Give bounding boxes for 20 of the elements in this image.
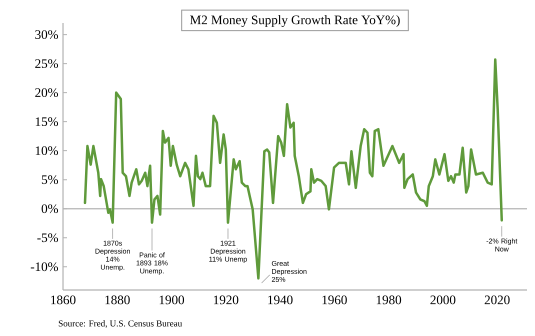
x-tick-label: 1920 [214, 296, 238, 304]
y-tick-label: 25% [35, 59, 58, 68]
x-tick-label: 1960 [322, 296, 347, 304]
x-tick-label: 1880 [105, 296, 130, 304]
x-tick-label: 1980 [376, 296, 402, 304]
y-tick-label: 15% [36, 117, 58, 126]
x-tick-label: 1860 [51, 296, 76, 304]
y-tick-label: 0% [42, 204, 58, 214]
x-tick-label: 1940 [268, 296, 293, 304]
y-tick-label: 5% [42, 175, 58, 184]
y-tick-label: 10% [36, 146, 58, 156]
source-note: Source: Fred, U.S. Census Bureau [58, 320, 182, 328]
x-tick-label: 2000 [430, 296, 456, 304]
y-tick-label: -10% [30, 262, 58, 272]
y-tick-label: -5% [37, 233, 58, 242]
y-tick-label: 30% [35, 30, 58, 40]
x-tick-label: 1900 [160, 296, 184, 304]
y-tick-label: 20% [35, 88, 58, 98]
x-tick-label: 2020 [484, 296, 510, 304]
text: M2 Money Supply Growth Rate YoY%) [190, 15, 400, 27]
